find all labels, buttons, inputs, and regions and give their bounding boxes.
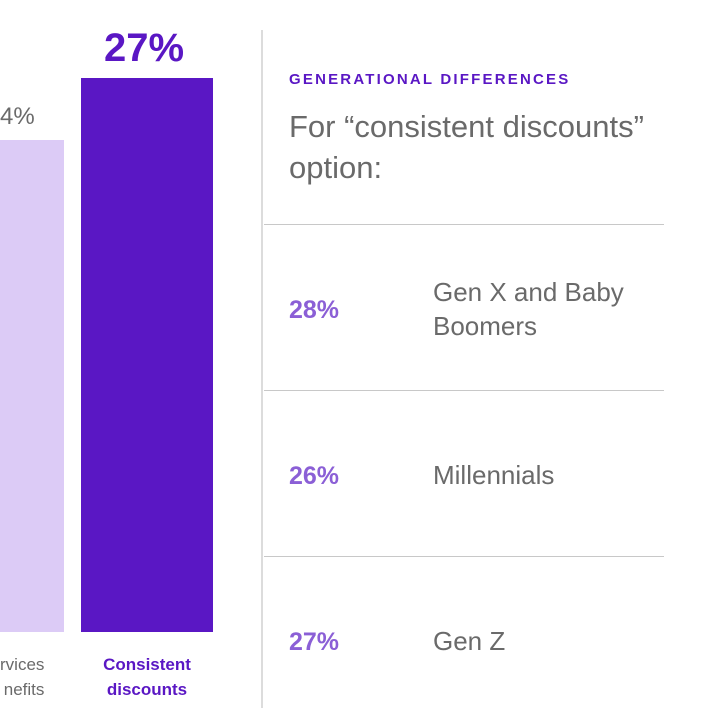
- vertical-divider: [261, 30, 263, 708]
- category-label-line: rvices: [0, 655, 45, 674]
- row-percent: 26%: [289, 462, 340, 490]
- row-divider: [264, 390, 664, 391]
- bar-1: [81, 78, 213, 632]
- category-label: Consistent discounts: [91, 652, 203, 702]
- panel-subtitle: For “consistent discounts” option:: [289, 109, 644, 185]
- row-percent: 28%: [289, 296, 340, 324]
- category-label-line: nefits: [3, 680, 45, 699]
- panel-heading: GENERATIONAL DIFFERENCES: [289, 71, 571, 88]
- row-label: Gen X and Baby Boomers: [433, 277, 624, 341]
- row-label: Gen Z: [433, 626, 506, 656]
- category-label-line: Consistent: [103, 655, 191, 674]
- row-percent: 27%: [289, 628, 340, 656]
- row-divider: [264, 224, 664, 225]
- row-label: Millennials: [433, 460, 555, 490]
- bar-value-label: 27%: [104, 26, 185, 70]
- row-divider: [264, 556, 664, 557]
- bar-value-label: 4%: [0, 102, 35, 130]
- bar-0: [0, 139, 64, 632]
- category-label: rvices nefits: [0, 652, 44, 702]
- category-label-line: discounts: [106, 680, 188, 699]
